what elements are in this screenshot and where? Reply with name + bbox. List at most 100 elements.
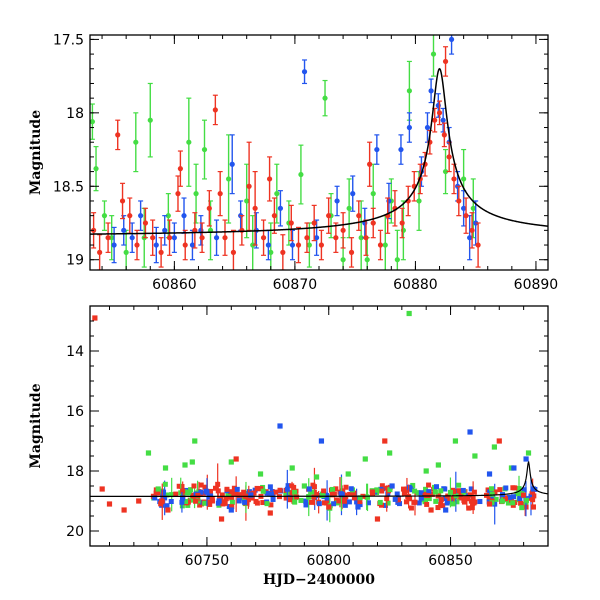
- baseline-point: [188, 497, 194, 503]
- baseline-point: [503, 496, 509, 502]
- baseline-point: [347, 491, 353, 497]
- data-point: [101, 213, 108, 219]
- data-point: [350, 191, 356, 197]
- data-point: [313, 474, 320, 480]
- baseline-point: [264, 501, 270, 507]
- data-point: [105, 235, 111, 241]
- baseline-point: [499, 498, 505, 504]
- baseline-point: [209, 496, 215, 502]
- data-point: [228, 459, 234, 465]
- baseline-point: [415, 490, 421, 496]
- data-point: [268, 249, 274, 255]
- y-tick-label: 17.5: [53, 32, 84, 48]
- baseline-point: [179, 484, 185, 490]
- data-point: [99, 486, 105, 492]
- baseline-point: [462, 495, 468, 501]
- data-point: [228, 507, 234, 513]
- baseline-point: [212, 485, 218, 491]
- data-point: [313, 235, 320, 241]
- baseline-point: [336, 498, 342, 504]
- baseline-point: [264, 490, 270, 496]
- data-point: [201, 146, 208, 153]
- data-point: [192, 438, 198, 444]
- data-point: [456, 198, 462, 204]
- baseline-point: [435, 505, 441, 511]
- bottom-model-curve: [90, 460, 548, 497]
- data-point: [467, 235, 473, 241]
- top-plot-frame: [89, 34, 549, 271]
- data-point: [301, 69, 308, 75]
- data-point: [416, 198, 422, 204]
- data-point: [145, 450, 152, 456]
- data-point: [257, 471, 264, 477]
- baseline-point: [412, 488, 418, 494]
- baseline-point: [342, 502, 348, 508]
- top-y-axis-label: Magnitude: [28, 110, 44, 195]
- baseline-point: [426, 489, 432, 495]
- data-point: [318, 242, 325, 248]
- baseline-point: [268, 491, 274, 497]
- data-point: [252, 205, 258, 211]
- baseline-point: [433, 484, 439, 490]
- baseline-point: [387, 487, 393, 493]
- baseline-point: [331, 501, 337, 507]
- top-panel: 60860 60870 60880 60890 17.5 18 18.5 19 Magnitu…: [28, 32, 558, 293]
- baseline-point: [395, 497, 401, 503]
- data-point: [155, 486, 161, 492]
- data-point: [182, 242, 188, 248]
- baseline-point: [426, 496, 432, 502]
- data-point: [153, 242, 159, 248]
- data-point: [298, 171, 304, 178]
- baseline-point: [319, 493, 325, 499]
- baseline-point: [374, 487, 380, 493]
- baseline-point: [382, 502, 388, 508]
- data-point: [367, 161, 373, 167]
- baseline-point: [224, 486, 230, 492]
- data-point: [340, 257, 346, 263]
- baseline-point: [260, 488, 266, 494]
- data-point: [374, 516, 381, 522]
- baseline-point: [237, 492, 243, 498]
- baseline-point: [403, 499, 409, 505]
- baseline-point: [277, 487, 283, 493]
- baseline-point: [313, 492, 319, 498]
- x-tick-label: 60860: [152, 277, 197, 293]
- baseline-point: [438, 488, 444, 494]
- data-point: [304, 235, 310, 241]
- data-point: [193, 191, 199, 197]
- baseline-point: [195, 492, 201, 498]
- baseline-point: [401, 491, 407, 497]
- baseline-point: [510, 485, 516, 491]
- data-point: [218, 516, 225, 522]
- baseline-point: [225, 491, 231, 497]
- baseline-point: [403, 487, 409, 493]
- baseline-point: [283, 491, 289, 497]
- baseline-point: [456, 488, 462, 494]
- baseline-point: [469, 505, 475, 511]
- baseline-point: [198, 489, 204, 495]
- data-point: [486, 501, 493, 507]
- top-data-points: [90, 35, 481, 270]
- baseline-point: [454, 499, 460, 505]
- baseline-point: [519, 505, 525, 511]
- data-point: [442, 168, 449, 175]
- data-point: [440, 117, 446, 123]
- data-point: [470, 205, 476, 211]
- data-point: [271, 213, 278, 219]
- baseline-point: [457, 495, 463, 501]
- baseline-point: [510, 500, 516, 506]
- bottom-x-axis-label: HJD−2400000: [263, 572, 375, 588]
- baseline-point: [440, 503, 446, 509]
- baseline-point: [424, 501, 430, 507]
- baseline-point: [253, 498, 259, 504]
- baseline-point: [385, 500, 391, 506]
- data-point: [158, 249, 164, 255]
- baseline-point: [185, 499, 191, 505]
- data-point: [451, 176, 457, 182]
- data-point: [461, 205, 467, 211]
- data-point: [216, 498, 222, 504]
- data-point: [265, 242, 271, 248]
- data-point: [430, 51, 437, 57]
- baseline-point: [329, 486, 335, 492]
- baseline-point: [206, 499, 212, 505]
